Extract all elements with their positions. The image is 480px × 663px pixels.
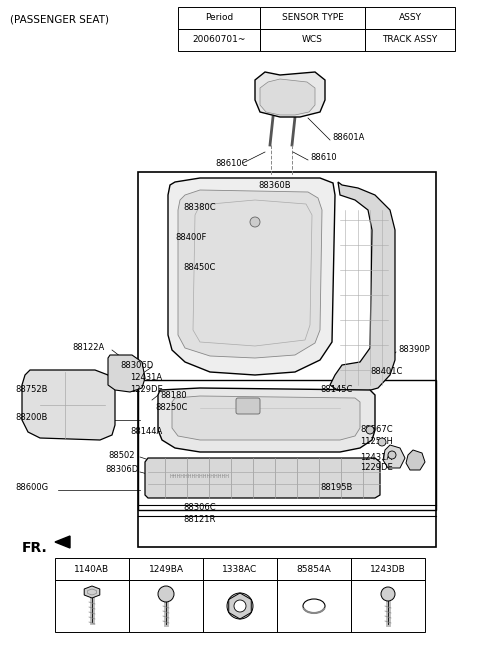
Polygon shape [383, 445, 405, 468]
Text: 1229DE: 1229DE [130, 385, 163, 394]
Circle shape [158, 586, 174, 602]
Polygon shape [178, 190, 322, 358]
Text: 1243DB: 1243DB [370, 564, 406, 573]
FancyBboxPatch shape [236, 398, 260, 414]
Polygon shape [168, 178, 335, 375]
Text: 88400F: 88400F [175, 233, 206, 243]
Text: 88180: 88180 [160, 391, 187, 400]
Bar [203, 580, 277, 632]
Bar [129, 558, 203, 580]
Text: 88360B: 88360B [258, 180, 290, 190]
Circle shape [227, 593, 253, 619]
Text: Period: Period [205, 13, 233, 23]
Text: 88380C: 88380C [183, 204, 216, 213]
Polygon shape [330, 182, 395, 393]
Text: 1125KH: 1125KH [360, 438, 393, 446]
Polygon shape [22, 370, 115, 440]
Text: 88306D: 88306D [105, 465, 138, 475]
Polygon shape [255, 72, 325, 117]
Bar [138, 172, 436, 547]
Text: 88200B: 88200B [15, 414, 48, 422]
Text: 12431A: 12431A [360, 453, 392, 463]
Polygon shape [406, 450, 425, 470]
Text: SENSOR TYPE: SENSOR TYPE [282, 13, 343, 23]
Text: 88306C: 88306C [184, 503, 216, 512]
Circle shape [234, 600, 246, 612]
Text: 1338AC: 1338AC [222, 564, 258, 573]
Bar [365, 29, 455, 51]
Bar [277, 558, 351, 580]
Bar [129, 580, 203, 632]
Polygon shape [158, 388, 375, 452]
Bar [178, 29, 260, 51]
Text: 88121R: 88121R [184, 516, 216, 524]
Polygon shape [108, 355, 145, 392]
Text: 88401C: 88401C [370, 367, 402, 377]
Bar [351, 558, 425, 580]
Circle shape [250, 217, 260, 227]
Bar [55, 580, 129, 632]
Polygon shape [55, 536, 70, 548]
Bar [138, 380, 436, 510]
Text: 88600G: 88600G [15, 483, 48, 493]
Text: 88306D: 88306D [120, 361, 153, 369]
Text: 88450C: 88450C [183, 263, 216, 272]
Text: 88195B: 88195B [320, 483, 352, 493]
Text: 88601A: 88601A [332, 133, 364, 143]
Text: 88502: 88502 [108, 450, 134, 459]
Text: 1140AB: 1140AB [74, 564, 109, 573]
Circle shape [378, 438, 386, 446]
Text: TRACK ASSY: TRACK ASSY [383, 36, 438, 44]
Text: FR.: FR. [22, 541, 48, 555]
Bar [260, 7, 365, 29]
Circle shape [388, 451, 396, 459]
Bar [260, 29, 365, 51]
Text: 88250C: 88250C [155, 404, 187, 412]
Text: 1229DE: 1229DE [360, 463, 393, 473]
Text: 1249BA: 1249BA [148, 564, 183, 573]
Bar [55, 558, 129, 580]
Polygon shape [145, 458, 380, 498]
Text: 88752B: 88752B [15, 385, 48, 394]
Text: 88610C: 88610C [215, 158, 248, 168]
Text: 12431A: 12431A [130, 373, 162, 383]
Text: 88144A: 88144A [130, 428, 162, 436]
Bar [351, 580, 425, 632]
Text: 88610: 88610 [310, 154, 336, 162]
Bar [178, 7, 260, 29]
Text: 88390P: 88390P [398, 345, 430, 355]
Text: 88567C: 88567C [360, 426, 393, 434]
Text: 88122A: 88122A [72, 343, 104, 353]
Text: 20060701~: 20060701~ [192, 36, 246, 44]
Polygon shape [172, 396, 360, 440]
Text: HHHHHHHHHHHHHHHH: HHHHHHHHHHHHHHHH [170, 475, 230, 479]
Bar [365, 7, 455, 29]
Circle shape [381, 587, 395, 601]
Bar [203, 558, 277, 580]
Text: 88145C: 88145C [320, 385, 352, 394]
Bar [277, 580, 351, 632]
Polygon shape [260, 79, 315, 115]
Text: ASSY: ASSY [398, 13, 421, 23]
Polygon shape [84, 586, 100, 598]
Circle shape [366, 426, 374, 434]
Text: (PASSENGER SEAT): (PASSENGER SEAT) [10, 15, 109, 25]
Text: 85854A: 85854A [297, 564, 331, 573]
Text: WCS: WCS [302, 36, 323, 44]
